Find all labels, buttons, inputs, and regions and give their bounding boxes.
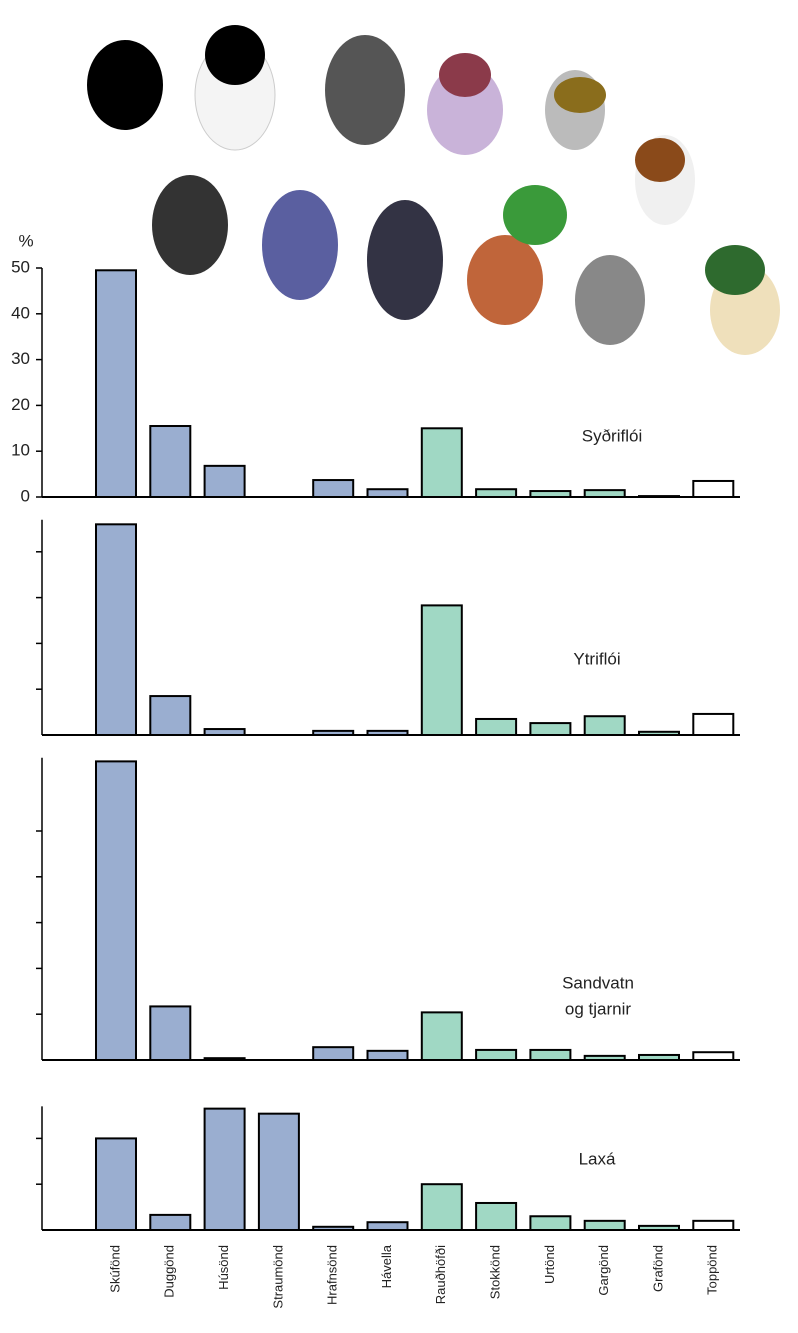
bar <box>149 1213 192 1231</box>
panel-label: Laxá <box>579 1149 616 1168</box>
x-tick-label: Rauðhöfði <box>433 1245 448 1304</box>
bar <box>366 729 409 736</box>
bar <box>420 1183 463 1231</box>
panel-label: Sandvatn <box>562 973 634 992</box>
bar <box>203 728 246 737</box>
duck-illustrations <box>87 25 780 355</box>
bar <box>638 1053 680 1062</box>
bar <box>420 427 463 498</box>
x-tick-label: Straumönd <box>270 1245 285 1309</box>
bar <box>95 269 137 499</box>
bar <box>366 1221 409 1231</box>
x-tick-label: Skúfönd <box>107 1245 122 1293</box>
bar <box>692 479 735 499</box>
y-tick-label: 40 <box>11 303 30 322</box>
bar <box>203 1107 246 1232</box>
y-axis-label: % <box>18 231 33 250</box>
y-tick-label: 50 <box>11 257 30 276</box>
bar <box>420 1011 463 1061</box>
bar <box>312 479 355 498</box>
panel-label: og tjarnir <box>565 999 631 1018</box>
x-tick-label: Grafönd <box>650 1245 665 1292</box>
bar <box>203 464 246 498</box>
x-tick-label: Duggönd <box>162 1245 177 1298</box>
bar <box>529 490 572 498</box>
bar <box>692 1051 735 1061</box>
bar <box>95 523 137 736</box>
x-tick-label: Húsönd <box>216 1245 231 1290</box>
y-tick-label: 20 <box>11 395 30 414</box>
bar <box>475 488 518 498</box>
bar <box>692 712 735 737</box>
x-tick-label: Toppönd <box>705 1245 720 1295</box>
y-tick-label: 10 <box>11 441 30 460</box>
bar <box>475 1201 518 1232</box>
bar <box>149 425 192 499</box>
bar <box>692 1219 735 1231</box>
bar <box>529 1048 572 1061</box>
bar <box>638 495 680 499</box>
bar <box>638 730 680 737</box>
bar <box>583 489 626 499</box>
bar <box>583 1219 626 1231</box>
bar <box>420 604 463 736</box>
bar <box>366 488 409 498</box>
bar <box>312 729 355 736</box>
bar <box>203 1057 246 1061</box>
x-tick-label: Urtönd <box>542 1245 557 1284</box>
panel-label: Ytriflói <box>573 649 620 668</box>
bar <box>149 1005 192 1061</box>
x-tick-label: Stokkönd <box>488 1245 503 1299</box>
bar <box>475 717 518 736</box>
x-tick-label: Hávella <box>379 1244 394 1288</box>
bar <box>529 722 572 736</box>
x-tick-label: Hrafnsönd <box>325 1245 340 1305</box>
bar <box>638 1224 680 1232</box>
y-tick-label: 30 <box>11 349 30 368</box>
bar <box>95 1137 137 1232</box>
y-tick-label: 0 <box>21 486 30 505</box>
bar <box>312 1046 355 1062</box>
x-tick-label: Gargönd <box>596 1245 611 1296</box>
bar <box>583 1054 626 1062</box>
panel-label: Syðriflói <box>582 426 642 445</box>
bar <box>312 1225 355 1231</box>
bar <box>257 1112 300 1231</box>
bar <box>149 695 192 737</box>
bar <box>529 1215 572 1232</box>
bar <box>583 715 626 736</box>
bar <box>475 1048 518 1061</box>
bar <box>366 1049 409 1061</box>
bar <box>95 760 137 1061</box>
